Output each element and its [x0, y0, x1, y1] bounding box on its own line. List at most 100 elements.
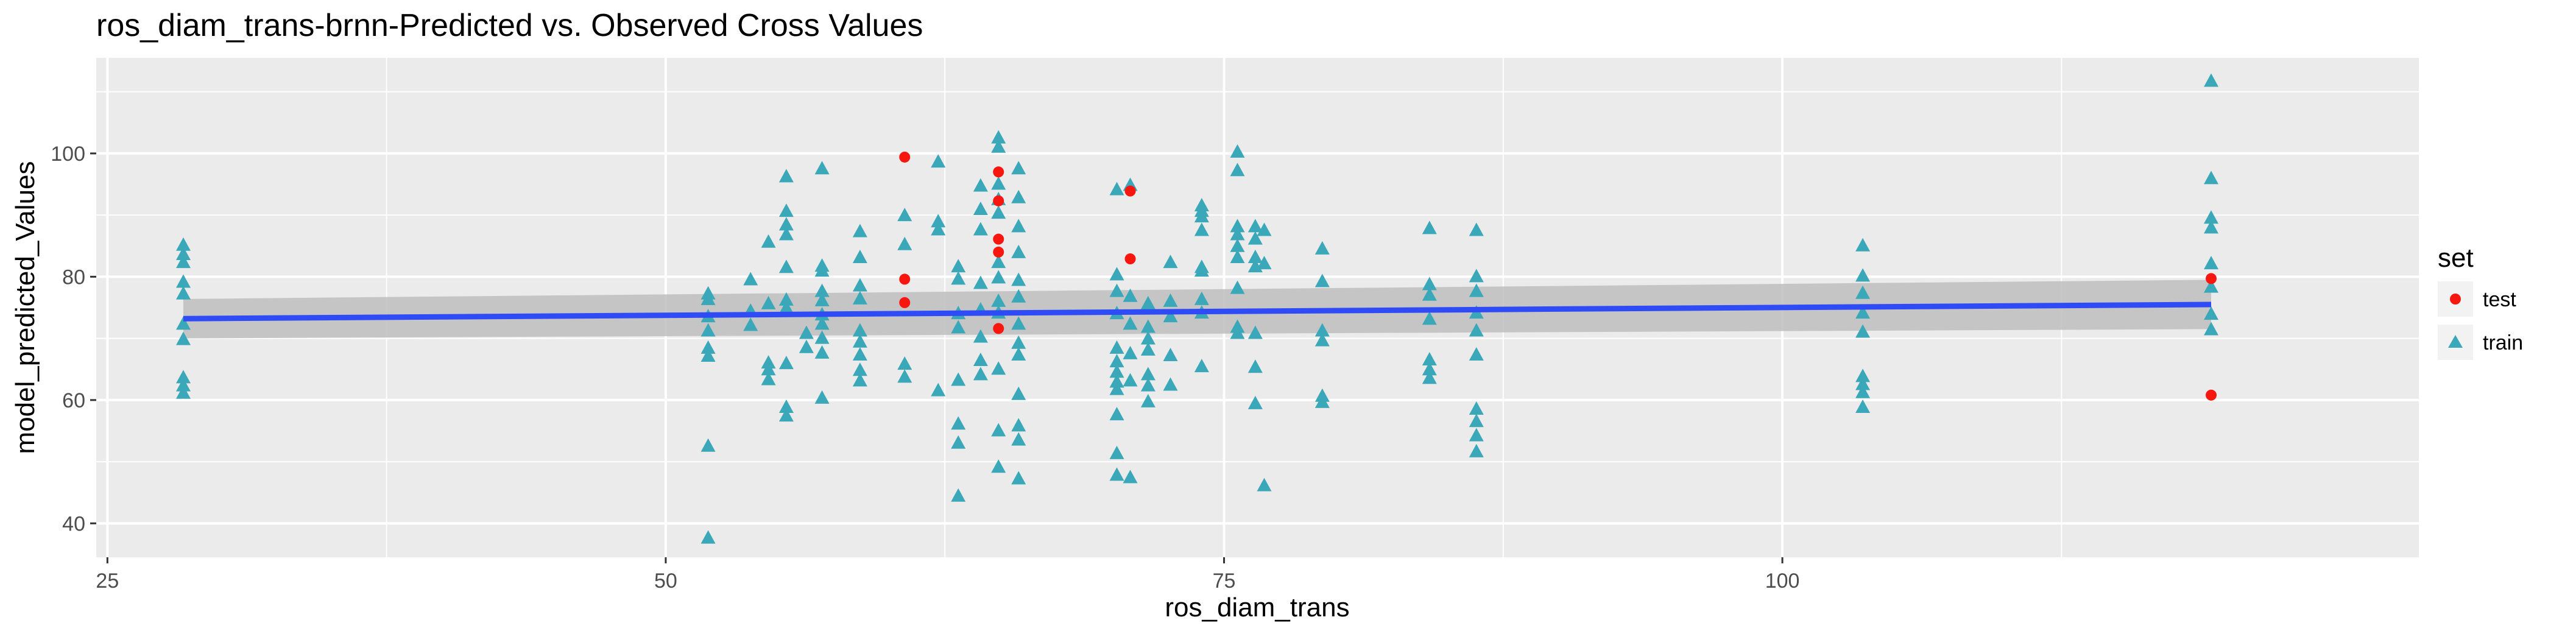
- train-point: [1163, 293, 1178, 307]
- y-axis-title: model_predicted_Values: [10, 161, 40, 454]
- train-point: [1140, 393, 1156, 407]
- train-point: [1247, 231, 1263, 245]
- train-point: [175, 385, 191, 399]
- train-point: [897, 369, 912, 383]
- legend: set test train: [2438, 243, 2523, 360]
- train-point: [1163, 255, 1178, 269]
- train-point: [1469, 443, 1484, 457]
- test-point: [993, 233, 1004, 245]
- train-point: [1469, 222, 1484, 236]
- train-point: [1011, 272, 1026, 286]
- train-point: [1194, 263, 1209, 277]
- train-point: [1194, 359, 1209, 373]
- train-point: [1469, 283, 1484, 297]
- train-point: [1314, 241, 1330, 255]
- train-point: [973, 367, 988, 381]
- train-point: [1011, 161, 1026, 175]
- test-point: [899, 273, 911, 285]
- train-point: [1422, 352, 1437, 366]
- train-point: [1109, 267, 1124, 281]
- train-point: [778, 408, 794, 422]
- train-point: [897, 356, 912, 370]
- train-point: [761, 295, 776, 309]
- train-point: [1855, 285, 1871, 299]
- train-point: [852, 347, 867, 361]
- train-point: [1109, 374, 1124, 388]
- train-point: [778, 203, 794, 217]
- train-point: [1123, 470, 1138, 484]
- train-point: [1257, 222, 1272, 236]
- train-point: [852, 250, 867, 263]
- train-point: [1422, 220, 1437, 234]
- train-point: [1163, 377, 1178, 391]
- train-point: [2204, 256, 2219, 270]
- train-point: [1011, 418, 1026, 432]
- train-point: [852, 362, 867, 376]
- train-point: [852, 334, 867, 348]
- train-point: [1123, 316, 1138, 330]
- train-point: [1011, 316, 1026, 330]
- train-point: [700, 438, 716, 452]
- train-point: [1140, 319, 1156, 333]
- train-point: [1247, 325, 1263, 339]
- train-point: [1109, 354, 1124, 368]
- train-point: [991, 255, 1006, 269]
- train-point: [1247, 219, 1263, 233]
- y-tick-label: 100: [51, 143, 85, 166]
- train-point: [1855, 368, 1871, 382]
- train-point: [1109, 381, 1124, 395]
- train-point: [1194, 222, 1209, 236]
- train-point: [175, 370, 191, 384]
- train-point: [1855, 400, 1871, 413]
- train-point: [814, 292, 830, 306]
- train-point: [973, 178, 988, 192]
- y-tick-label: 60: [62, 389, 85, 412]
- train-point: [991, 176, 1006, 190]
- train-point: [1247, 395, 1263, 409]
- train-point: [951, 488, 966, 502]
- train-point: [700, 340, 716, 354]
- train-point: [814, 161, 830, 175]
- train-point: [1230, 325, 1245, 339]
- train-point: [1109, 467, 1124, 481]
- train-point: [1247, 250, 1263, 263]
- legend-label-test: test: [2483, 288, 2516, 311]
- train-point: [1469, 428, 1484, 442]
- train-point: [973, 202, 988, 216]
- train-point: [778, 169, 794, 183]
- train-point: [1011, 189, 1026, 203]
- train-point: [1855, 324, 1871, 338]
- train-point: [951, 259, 966, 273]
- x-tick-label: 75: [1213, 569, 1236, 593]
- x-tick-label: 25: [96, 569, 119, 593]
- train-point: [1011, 471, 1026, 485]
- train-point: [175, 331, 191, 345]
- train-point: [2204, 210, 2219, 224]
- train-point: [991, 423, 1006, 437]
- train-point: [761, 362, 776, 376]
- train-point: [852, 323, 867, 337]
- test-point: [993, 166, 1004, 178]
- train-point: [1855, 376, 1871, 390]
- train-point: [700, 323, 716, 337]
- train-point: [175, 286, 191, 300]
- train-point: [1123, 345, 1138, 359]
- train-point: [814, 345, 830, 359]
- train-point: [1140, 295, 1156, 309]
- train-point: [1422, 287, 1437, 301]
- y-tick-label: 40: [62, 512, 85, 535]
- test-point: [993, 195, 1004, 206]
- train-point: [1140, 367, 1156, 381]
- train-point: [897, 236, 912, 250]
- train-point: [973, 275, 988, 289]
- train-point: [1469, 269, 1484, 283]
- train-point: [991, 270, 1006, 284]
- train-point: [1230, 219, 1245, 233]
- train-point: [1194, 291, 1209, 305]
- train-point: [2204, 279, 2219, 293]
- train-point: [1247, 359, 1263, 373]
- train-point: [175, 246, 191, 260]
- train-point: [1163, 309, 1178, 323]
- train-point: [1109, 364, 1124, 378]
- train-point: [931, 222, 946, 236]
